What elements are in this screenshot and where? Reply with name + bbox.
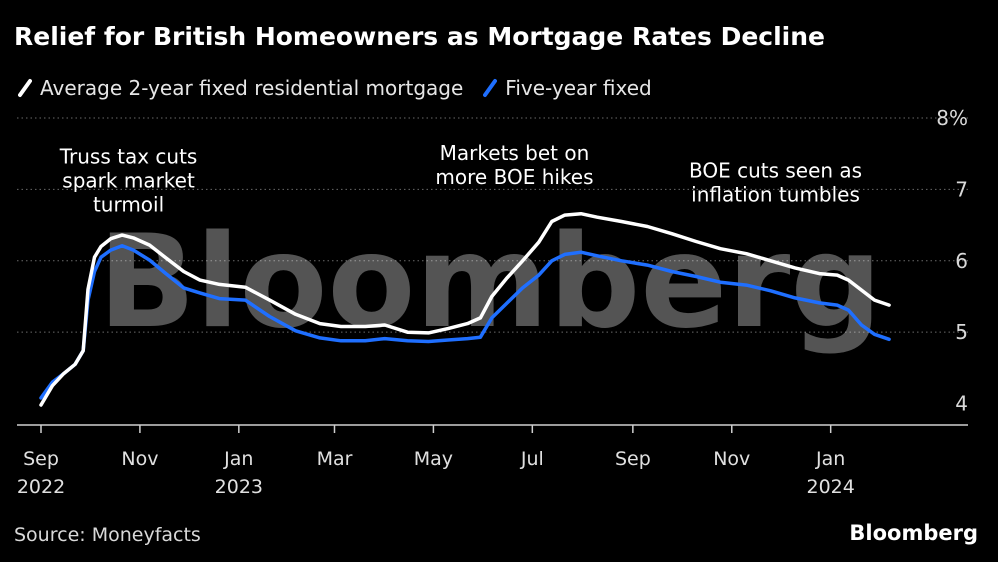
- annotation-3-line: inflation tumbles: [691, 183, 860, 207]
- y-tick-label: 6: [955, 249, 968, 273]
- x-tick-label: Mar: [317, 448, 353, 470]
- x-tick-label: May: [414, 448, 453, 470]
- annotation-1-line: Truss tax cuts: [59, 144, 198, 168]
- series-line-5yr: [39, 244, 891, 400]
- series-line-2yr: [39, 211, 891, 407]
- y-tick-label: 5: [955, 320, 968, 344]
- x-tick-label: Jul: [520, 448, 544, 470]
- legend-item-2yr: Average 2-year fixed residential mortgag…: [18, 76, 463, 100]
- annotation-2-line: Markets bet on: [440, 141, 590, 165]
- legend-swatch-5yr: [483, 77, 498, 99]
- annotation-1-line: turmoil: [93, 192, 164, 216]
- annotation-1-line: spark market: [62, 168, 195, 192]
- legend-item-5yr: Five-year fixed: [483, 76, 652, 100]
- x-tick-label: Sep: [23, 448, 59, 470]
- legend: Average 2-year fixed residential mortgag…: [18, 76, 672, 100]
- y-tick-label: 8%: [936, 106, 968, 130]
- legend-label-2yr: Average 2-year fixed residential mortgag…: [40, 76, 464, 100]
- x-tick-label: Jan: [815, 448, 845, 470]
- y-tick-label: 4: [955, 392, 968, 416]
- legend-label-5yr: Five-year fixed: [505, 76, 652, 100]
- bloomberg-watermark: Bloomberg: [98, 208, 882, 357]
- y-tick-label: 7: [955, 177, 968, 201]
- legend-swatch-2yr: [18, 77, 32, 99]
- chart-title: Relief for British Homeowners as Mortgag…: [14, 22, 825, 51]
- x-tick-label: Nov: [713, 448, 750, 470]
- x-tick-year-label: 2024: [807, 476, 855, 498]
- source-note: Source: Moneyfacts: [14, 524, 201, 546]
- annotation-3-line: BOE cuts seen as: [689, 159, 862, 183]
- x-tick-label: Jan: [223, 448, 253, 470]
- annotation-2-line: more BOE hikes: [435, 165, 593, 189]
- x-tick-label: Sep: [615, 448, 651, 470]
- bloomberg-logo: Bloomberg: [849, 521, 978, 545]
- x-tick-label: Nov: [121, 448, 158, 470]
- x-tick-year-label: 2022: [17, 476, 65, 498]
- x-tick-year-label: 2023: [215, 476, 263, 498]
